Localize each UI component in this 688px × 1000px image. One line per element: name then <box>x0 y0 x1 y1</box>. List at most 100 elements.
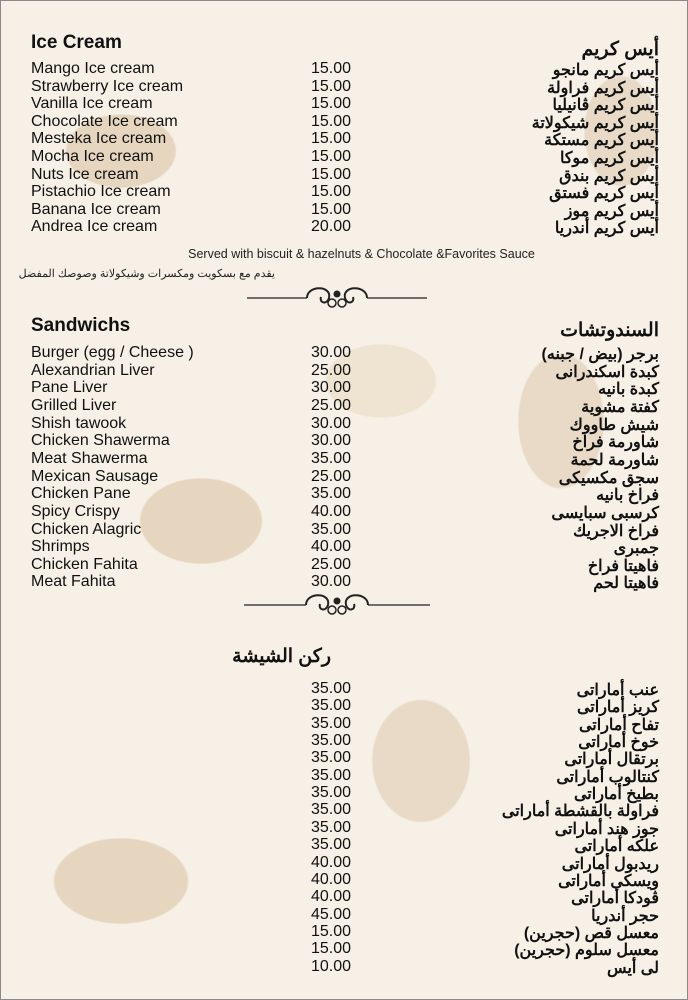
menu-item: Alexandrian Liver 25.00 كبدة اسكندرانى <box>1 361 687 381</box>
menu-item: Shish tawook 30.00 شيش طاووك <box>1 414 687 434</box>
item-price: 25.00 <box>311 361 352 379</box>
item-name: Meat Shawerma <box>31 449 148 467</box>
menu-item: Mango Ice cream 15.00 أيس كريم مانجو <box>1 60 687 79</box>
menu-item: Mocha Ice cream 15.00 أيس كريم موكا <box>1 148 687 167</box>
item-name-ar: شاورمة لحمة <box>570 451 659 469</box>
item-name: Spicy Crispy <box>31 502 120 520</box>
menu-item: 35.00 كريز أماراتى <box>1 697 687 717</box>
ice-cream-note-ar: يقدم مع بسكويت ومكسرات وشيكولاتة وصوصك ا… <box>18 268 275 280</box>
item-name-ar: لى أيس <box>607 959 659 977</box>
menu-item: Meat Fahita 30.00 فاهيتا لحم <box>1 573 687 592</box>
sandwiches-title: Sandwichs <box>31 315 131 336</box>
item-price: 35.00 <box>311 801 352 819</box>
item-name: Shish tawook <box>31 414 127 432</box>
item-name-ar: كبدة بانيه <box>598 381 659 399</box>
item-price: 35.00 <box>311 836 352 854</box>
item-price: 15.00 <box>311 148 352 165</box>
item-name-ar: أيس كريم موكا <box>559 150 659 167</box>
item-name: Chicken Shawerma <box>31 432 170 450</box>
menu-item: Chocolate Ice cream 15.00 أيس كريم شيكولات… <box>1 112 687 132</box>
menu-item: 35.00 كنتالوب أماراتى <box>1 766 687 786</box>
item-price: 35.00 <box>311 766 352 784</box>
sandwiches-title-ar: السندوتشات <box>560 320 659 341</box>
item-price: 35.00 <box>311 732 352 750</box>
item-price: 40.00 <box>311 502 352 520</box>
menu-item: Nuts Ice cream 15.00 أيس كريم بندق <box>1 166 687 185</box>
menu-item: 35.00 جوز هند أماراتى <box>1 818 687 838</box>
item-price: 20.00 <box>311 218 352 236</box>
item-name: Chicken Fahita <box>31 555 138 573</box>
menu-item: Chicken Shawerma 30.00 شاورمة فراخ <box>1 432 687 452</box>
menu-item: Chicken Alagric 35.00 فراخ الاجريك <box>1 520 687 540</box>
item-name-ar: أيس كريم أندريا <box>554 220 659 238</box>
ornament-divider <box>247 287 427 308</box>
item-price: 15.00 <box>311 183 352 201</box>
item-price: 35.00 <box>311 749 352 767</box>
menu-item: Chicken Fahita 25.00 فاهيتا فراخ <box>1 555 687 575</box>
item-name: Pistachio Ice cream <box>31 183 171 201</box>
ice-cream-title-ar: أيس كريم <box>581 39 659 60</box>
item-name: Shrimps <box>31 538 90 556</box>
item-name-ar: فاهيتا فراخ <box>587 557 659 575</box>
item-name-ar: كنتالوب أماراتى <box>556 768 659 786</box>
menu-item: Burger (egg / Cheese ) 30.00 برجر (بيض / ج… <box>1 344 687 363</box>
item-price: 45.00 <box>311 905 352 923</box>
item-price: 15.00 <box>311 130 352 148</box>
item-name-ar: برتقال أماراتى <box>564 751 659 769</box>
item-price: 10.00 <box>311 957 352 975</box>
item-price: 15.00 <box>311 922 352 940</box>
item-name-ar: ڤودكا أماراتى <box>571 890 659 908</box>
ice-cream-title: Ice Cream <box>31 32 122 53</box>
menu-item: Mexican Sausage 25.00 سجق مكسيكى <box>1 467 687 487</box>
menu-item: Strawberry Ice cream 15.00 أيس كريم فراولة <box>1 77 687 97</box>
item-name-ar: علكه أماراتى <box>574 838 659 856</box>
item-name: Vanilla Ice cream <box>31 95 153 113</box>
item-name-ar: معسل قص (حجرين) <box>523 924 659 942</box>
item-name: Alexandrian Liver <box>31 361 155 379</box>
item-name-ar: ويسكى أماراتى <box>558 872 659 890</box>
item-price: 15.00 <box>311 77 352 95</box>
item-name-ar: أيس كريم بندق <box>559 167 659 185</box>
menu-item: Grilled Liver 25.00 كفتة مشوية <box>1 397 687 416</box>
item-price: 15.00 <box>311 112 352 130</box>
item-name-ar: كرسبى سبايسى <box>551 504 659 522</box>
item-price: 15.00 <box>311 60 352 77</box>
item-name: Mango Ice cream <box>31 60 155 77</box>
item-name: Chicken Alagric <box>31 520 142 538</box>
item-price: 35.00 <box>311 818 352 836</box>
item-name-ar: حجر أندريا <box>591 907 659 925</box>
item-name-ar: سجق مكسيكى <box>558 469 659 487</box>
item-name-ar: كفتة مشوية <box>581 398 659 416</box>
item-name: Pane Liver <box>31 379 108 397</box>
menu-item: 35.00 بطيخ أماراتى <box>1 784 687 803</box>
item-name-ar: شيش طاووك <box>569 416 659 434</box>
menu-item: Spicy Crispy 40.00 كرسبى سبايسى <box>1 502 687 522</box>
item-name: Mesteka Ice cream <box>31 130 167 148</box>
item-name-ar: كريز أماراتى <box>576 699 659 717</box>
item-name-ar: شاورمة فراخ <box>572 434 659 452</box>
item-name: Andrea Ice cream <box>31 218 158 236</box>
menu-item: Vanilla Ice cream 15.00 أيس كريم ڤانيليا <box>1 95 687 114</box>
item-name-ar: أيس كريم شيكولاتة <box>531 114 659 132</box>
item-name: Burger (egg / Cheese ) <box>31 344 194 361</box>
item-name-ar: فراولة بالقشطة أماراتى <box>501 803 659 821</box>
item-name-ar: جوز هند أماراتى <box>554 820 659 838</box>
menu-item: Meat Shawerma 35.00 شاورمة لحمة <box>1 449 687 469</box>
menu-item: 40.00 ڤودكا أماراتى <box>1 888 687 908</box>
item-name: Banana Ice cream <box>31 200 161 218</box>
item-price: 30.00 <box>311 414 352 432</box>
item-name: Meat Fahita <box>31 573 116 591</box>
menu-item: Mesteka Ice cream 15.00 أيس كريم مستكة <box>1 130 687 149</box>
item-price: 30.00 <box>311 344 352 361</box>
menu-item: 35.00 خوخ أماراتى <box>1 732 687 751</box>
item-price: 35.00 <box>311 714 352 732</box>
menu-item: 35.00 علكه أماراتى <box>1 836 687 856</box>
menu-item: 15.00 معسل قص (حجرين) <box>1 922 687 942</box>
item-name-ar: أيس كريم فراولة <box>547 79 659 97</box>
item-name-ar: عنب أماراتى <box>576 682 659 699</box>
item-name: Mexican Sausage <box>31 467 159 485</box>
shisha-title: ركن الشيشة <box>232 646 331 667</box>
menu-item: 10.00 لى أيس <box>1 957 687 977</box>
menu-item: Chicken Pane 35.00 فراخ بانيه <box>1 485 687 504</box>
